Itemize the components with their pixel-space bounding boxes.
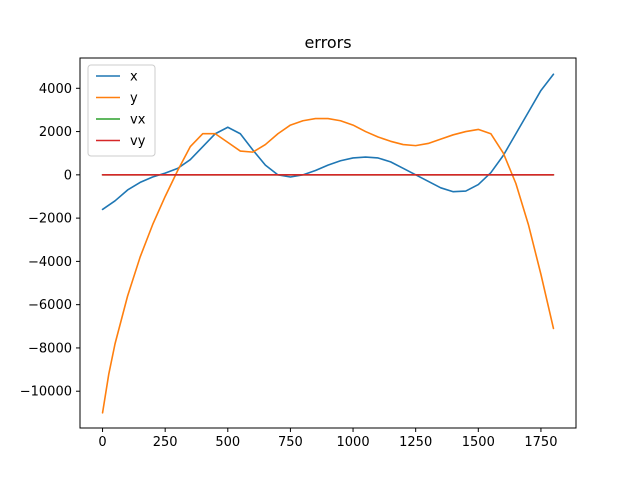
legend-box (87, 64, 156, 157)
y-tick-label: 4000 (39, 82, 72, 97)
y-tick-label: −2000 (28, 212, 72, 227)
legend: xy vx vy (87, 64, 156, 157)
legend-label-vx: vx (130, 113, 146, 128)
y-tick-label: 0 (64, 168, 72, 183)
y-axis: −10000 −8000 −6000 −4000 −2000 0 2000 4000 (20, 82, 80, 400)
series-line-y (101, 117, 555, 414)
legend-label-y: y (130, 91, 138, 106)
y-tick-label: −8000 (28, 341, 72, 356)
legend-label-vy: vy (130, 134, 146, 149)
legend-label-x: x (130, 70, 138, 85)
x-tick-label: 500 (215, 435, 240, 450)
y-tick-label: −6000 (28, 298, 72, 313)
x-tick-label: 1500 (462, 435, 495, 450)
y-tick-label: −10000 (20, 385, 72, 400)
y-tick-label: 2000 (39, 125, 72, 140)
plot-area (101, 73, 555, 414)
x-tick-label: 1000 (337, 435, 370, 450)
x-tick-label: 1250 (399, 435, 432, 450)
y-tick-label: −4000 (28, 255, 72, 270)
axes-frame (79, 57, 577, 429)
x-tick-label: 0 (98, 435, 106, 450)
chart-title: errors (304, 33, 351, 52)
series-line-x (101, 73, 555, 211)
x-axis: 0 250 500 750 1000 1250 1500 1750 (98, 428, 557, 450)
x-tick-label: 1750 (524, 435, 557, 450)
x-tick-label: 250 (153, 435, 178, 450)
x-tick-label: 750 (278, 435, 303, 450)
